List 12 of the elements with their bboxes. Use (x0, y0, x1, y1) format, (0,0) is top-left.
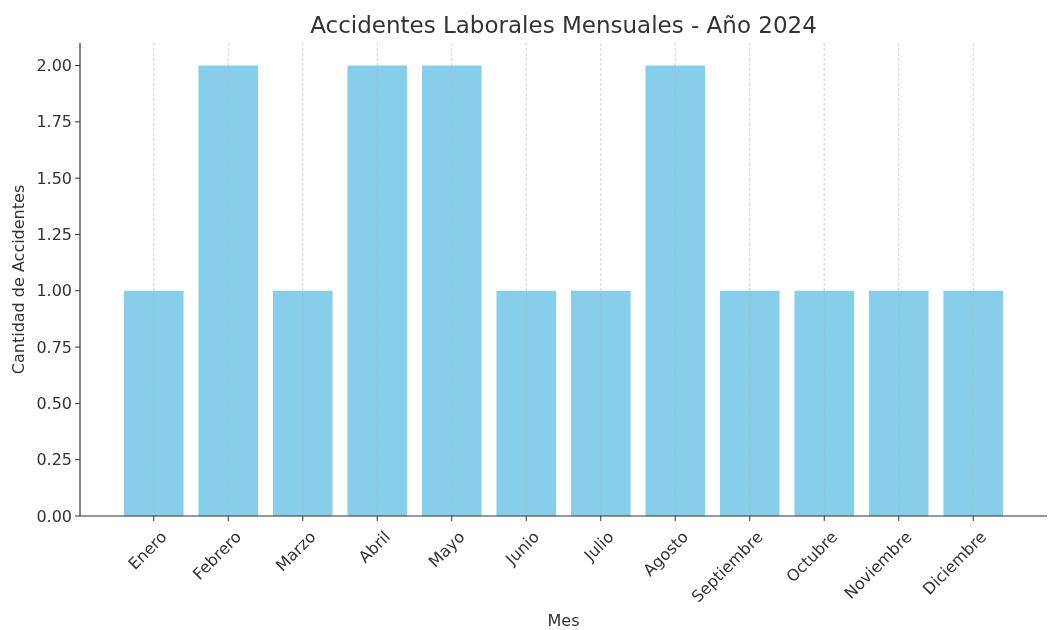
y-tick-label: 1.00 (36, 281, 72, 301)
chart-title: Accidentes Laborales Mensuales - Año 2024 (310, 12, 817, 38)
y-tick-label: 1.75 (36, 112, 72, 132)
y-tick-label: 0.75 (36, 337, 72, 357)
y-tick-label: 0.50 (36, 393, 72, 413)
y-tick-label: 0.00 (36, 506, 72, 526)
y-tick-label: 2.00 (36, 56, 72, 76)
y-tick-label: 1.25 (36, 225, 72, 245)
y-tick-label: 1.50 (36, 168, 72, 188)
x-axis-title: Mes (547, 611, 580, 630)
y-tick-label: 0.25 (36, 450, 72, 470)
y-axis-title: Cantidad de Accidentes (9, 184, 28, 375)
